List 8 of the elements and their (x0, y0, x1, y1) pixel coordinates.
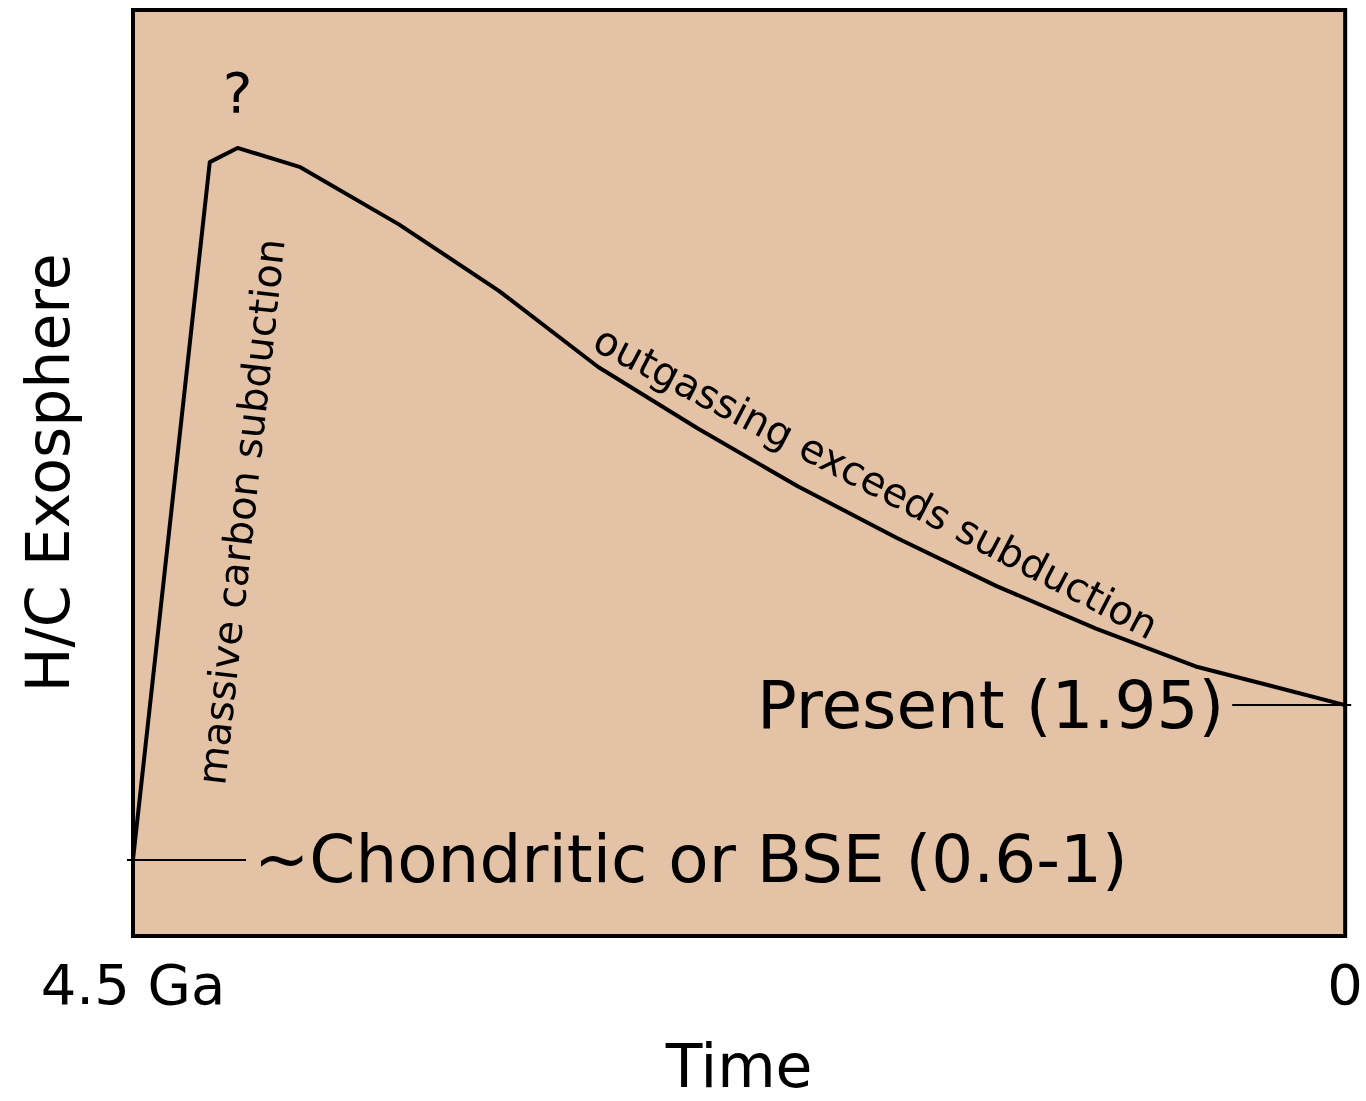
x-tick-label: 0 (1327, 951, 1364, 1017)
annotation: massive carbon subduction (188, 236, 294, 787)
annotation: ~Chondritic or BSE (0.6-1) (254, 821, 1128, 899)
y-axis-title: H/C Exosphere (13, 253, 83, 693)
annotation: ? (222, 60, 253, 126)
x-tick-label: 4.5 Ga (40, 951, 226, 1017)
x-axis-title: Time (664, 1031, 813, 1101)
annotation: Present (1.95) (757, 666, 1225, 744)
